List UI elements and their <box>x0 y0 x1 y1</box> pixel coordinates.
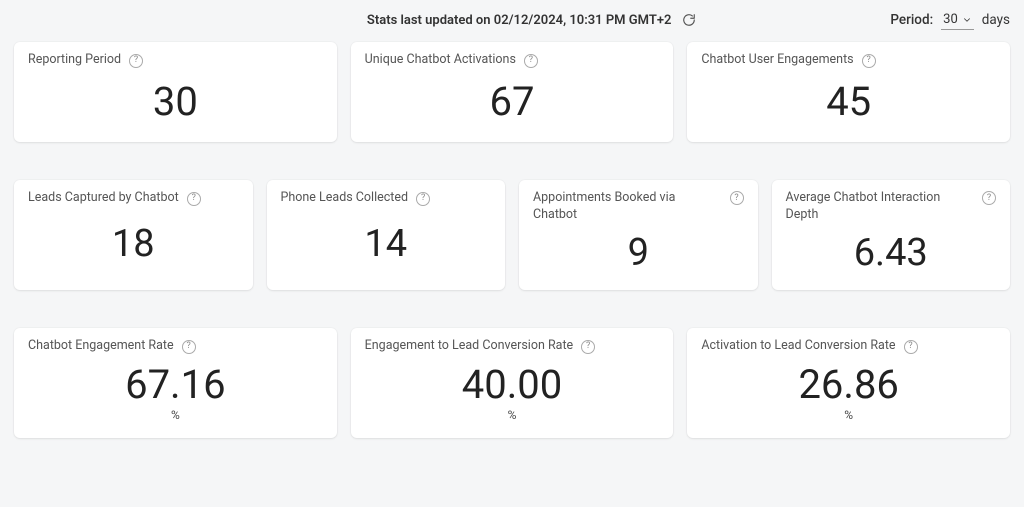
card-title: Appointments Booked via Chatbot <box>533 190 691 224</box>
help-icon[interactable]: ? <box>129 54 143 68</box>
card-unit: % <box>171 408 180 422</box>
refresh-icon[interactable] <box>681 12 697 28</box>
card-title: Activation to Lead Conversion Rate <box>701 338 895 355</box>
dashboard-grid: Reporting Period ? 30 Unique Chatbot Act… <box>0 36 1024 452</box>
period-unit: days <box>982 12 1010 28</box>
card-unit: % <box>844 408 853 422</box>
row-2: Leads Captured by Chatbot ? 18 Phone Lea… <box>14 180 1010 290</box>
card-value: 67.16 <box>125 364 225 406</box>
last-updated-text: Stats last updated on 02/12/2024, 10:31 … <box>367 13 671 28</box>
help-icon[interactable]: ? <box>904 340 918 354</box>
card-value: 18 <box>112 225 155 265</box>
card-activation-to-lead: Activation to Lead Conversion Rate ? 26.… <box>687 328 1010 438</box>
card-value: 9 <box>628 234 649 274</box>
card-value: 14 <box>364 225 407 265</box>
period-value: 30 <box>943 12 958 27</box>
card-title: Average Chatbot Interaction Depth <box>786 190 944 224</box>
stats-header: Stats last updated on 02/12/2024, 10:31 … <box>0 0 1024 36</box>
row-1: Reporting Period ? 30 Unique Chatbot Act… <box>14 42 1010 142</box>
header-center: Stats last updated on 02/12/2024, 10:31 … <box>367 12 697 28</box>
card-reporting-period: Reporting Period ? 30 <box>14 42 337 142</box>
card-user-engagements: Chatbot User Engagements ? 45 <box>687 42 1010 142</box>
card-value: 6.43 <box>854 234 928 274</box>
card-leads-captured: Leads Captured by Chatbot ? 18 <box>14 180 253 290</box>
row-3: Chatbot Engagement Rate ? 67.16 % Engage… <box>14 328 1010 438</box>
card-value: 26.86 <box>798 364 898 406</box>
help-icon[interactable]: ? <box>416 192 430 206</box>
card-engagement-to-lead: Engagement to Lead Conversion Rate ? 40.… <box>351 328 674 438</box>
help-icon[interactable]: ? <box>982 191 996 205</box>
card-unit: % <box>508 408 517 422</box>
card-title: Reporting Period <box>28 52 121 69</box>
period-label: Period: <box>890 12 933 28</box>
card-title: Chatbot Engagement Rate <box>28 338 174 355</box>
card-value: 45 <box>826 81 871 123</box>
card-value: 67 <box>490 81 535 123</box>
help-icon[interactable]: ? <box>182 340 196 354</box>
card-phone-leads: Phone Leads Collected ? 14 <box>267 180 506 290</box>
period-control: Period: 30 days <box>890 10 1010 30</box>
card-avg-interaction-depth: Average Chatbot Interaction Depth ? 6.43 <box>772 180 1011 290</box>
card-title: Unique Chatbot Activations <box>365 52 516 69</box>
card-engagement-rate: Chatbot Engagement Rate ? 67.16 % <box>14 328 337 438</box>
card-title: Phone Leads Collected <box>281 190 409 207</box>
card-title: Chatbot User Engagements <box>701 52 853 69</box>
help-icon[interactable]: ? <box>862 54 876 68</box>
card-title: Engagement to Lead Conversion Rate <box>365 338 574 355</box>
help-icon[interactable]: ? <box>581 340 595 354</box>
help-icon[interactable]: ? <box>524 54 538 68</box>
chevron-down-icon <box>962 15 972 25</box>
help-icon[interactable]: ? <box>730 191 744 205</box>
card-appointments-booked: Appointments Booked via Chatbot ? 9 <box>519 180 758 290</box>
card-unique-activations: Unique Chatbot Activations ? 67 <box>351 42 674 142</box>
help-icon[interactable]: ? <box>187 192 201 206</box>
card-value: 40.00 <box>462 364 562 406</box>
card-value: 30 <box>153 81 198 123</box>
period-select[interactable]: 30 <box>941 10 974 30</box>
card-title: Leads Captured by Chatbot <box>28 190 179 207</box>
